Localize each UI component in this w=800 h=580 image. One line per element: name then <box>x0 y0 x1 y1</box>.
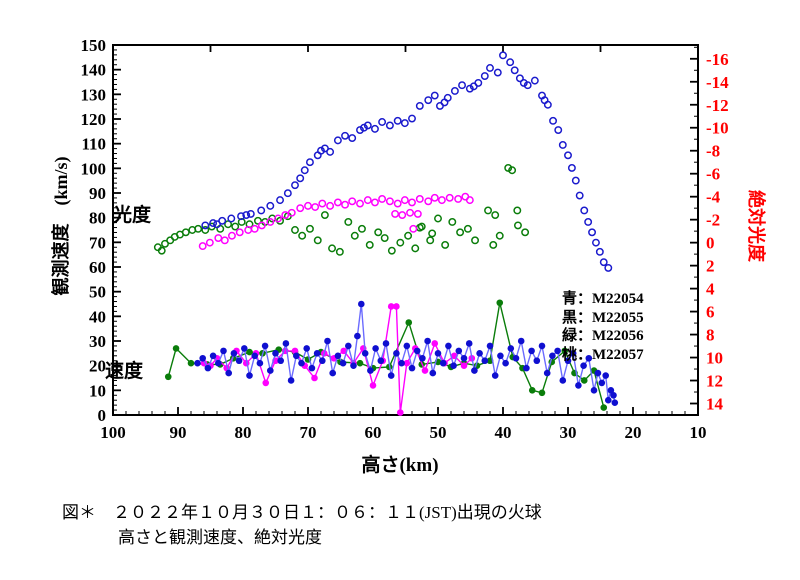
svg-text:20: 20 <box>625 423 642 442</box>
legend-item-blue: 青：M22054 <box>562 291 644 307</box>
svg-text:10: 10 <box>89 381 106 400</box>
luminosity-label: 光度 <box>113 205 152 226</box>
x-axis-title: 高さ(km) <box>361 455 439 476</box>
svg-text:10: 10 <box>706 349 723 368</box>
svg-text:2: 2 <box>706 257 715 276</box>
svg-text:30: 30 <box>560 423 577 442</box>
velocity-label: 速度 <box>105 361 144 382</box>
svg-text:0: 0 <box>706 234 715 253</box>
svg-text:60: 60 <box>89 258 106 277</box>
svg-text:70: 70 <box>89 233 106 252</box>
svg-text:80: 80 <box>235 423 252 442</box>
svg-text:130: 130 <box>81 85 107 104</box>
svg-text:110: 110 <box>81 135 106 154</box>
svg-text:90: 90 <box>89 184 106 203</box>
svg-text:-12: -12 <box>706 96 729 115</box>
svg-text:120: 120 <box>81 110 107 129</box>
svg-text:50: 50 <box>89 283 106 302</box>
svg-text:20: 20 <box>89 357 106 376</box>
chart-svg: 1020304050607080901000102030405060708090… <box>81 36 730 442</box>
svg-text:80: 80 <box>89 209 106 228</box>
svg-text:140: 140 <box>81 61 107 80</box>
svg-text:-8: -8 <box>706 142 720 161</box>
svg-text:0: 0 <box>98 406 107 425</box>
svg-text:60: 60 <box>365 423 382 442</box>
legend-item-pink: 桃：M22057 <box>562 346 644 363</box>
svg-text:150: 150 <box>81 36 107 55</box>
svg-text:90: 90 <box>170 423 187 442</box>
legend-item-green: 緑：M22056 <box>562 328 644 344</box>
svg-text:4: 4 <box>706 280 715 299</box>
svg-text:-6: -6 <box>706 165 720 184</box>
caption-line-2: 高さと観測速度、絶対光度 <box>118 528 322 547</box>
left-axis-title: 観測速度 (km/s) <box>51 156 71 296</box>
svg-text:14: 14 <box>706 395 724 414</box>
right-axis-title: 絶対光度 <box>746 190 766 262</box>
svg-text:-16: -16 <box>706 50 729 69</box>
svg-text:6: 6 <box>706 303 715 322</box>
legend: 青：M22054 黒：M22055 緑：M22056 桃：M22057 <box>562 290 644 364</box>
svg-text:40: 40 <box>89 307 106 326</box>
svg-text:12: 12 <box>706 372 723 391</box>
svg-text:70: 70 <box>300 423 317 442</box>
figure-caption: 図＊ ２０２２年１０月３０日１：０６：１１(JST)出現の火球 高さと観測速度、… <box>62 498 542 548</box>
svg-text:100: 100 <box>100 423 126 442</box>
svg-text:-10: -10 <box>706 119 729 138</box>
svg-text:50: 50 <box>430 423 447 442</box>
svg-text:40: 40 <box>495 423 512 442</box>
legend-item-black: 黒：M22055 <box>562 309 644 326</box>
svg-text:100: 100 <box>81 159 107 178</box>
svg-text:-2: -2 <box>706 211 720 230</box>
svg-text:-4: -4 <box>706 188 721 207</box>
svg-text:30: 30 <box>89 332 106 351</box>
svg-text:8: 8 <box>706 326 715 345</box>
svg-text:-14: -14 <box>706 73 729 92</box>
svg-text:10: 10 <box>690 423 707 442</box>
caption-line-1: 図＊ ２０２２年１０月３０日１：０６：１１(JST)出現の火球 <box>62 503 542 522</box>
